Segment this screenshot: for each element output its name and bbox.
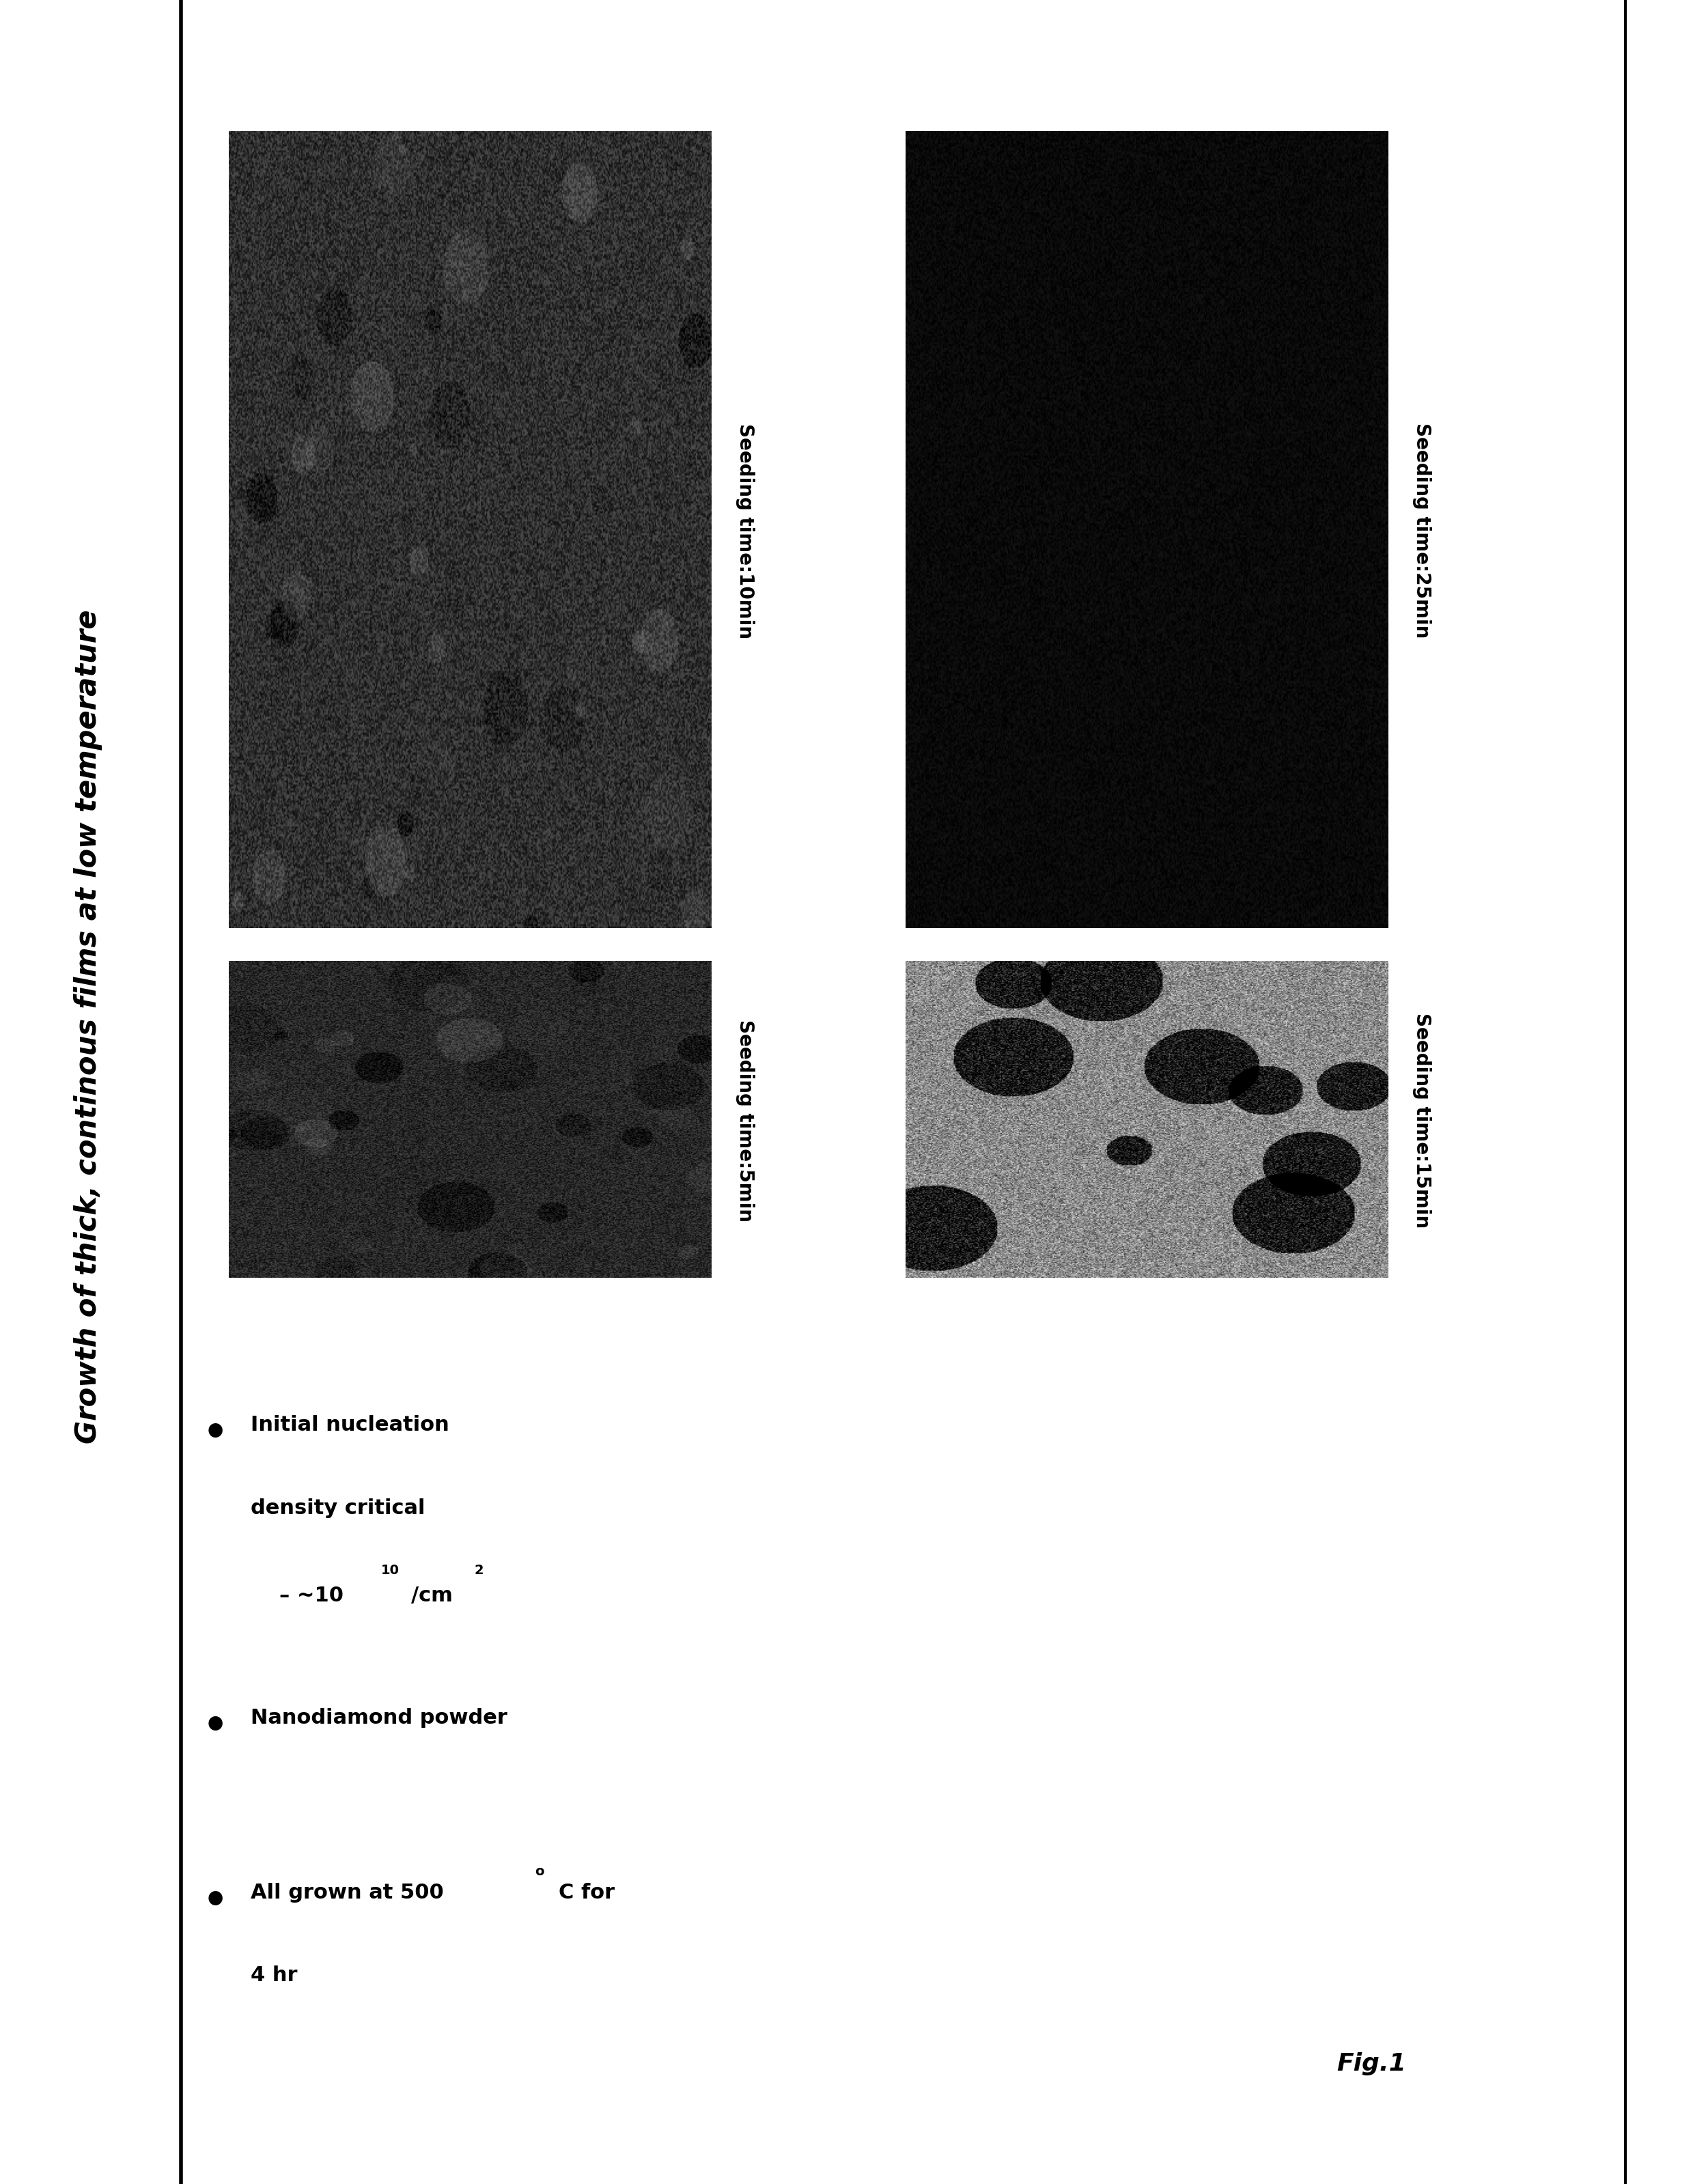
Text: 4 hr: 4 hr	[251, 1966, 298, 1985]
Text: Seeding time:10min: Seeding time:10min	[735, 424, 755, 638]
Text: •: •	[201, 1708, 229, 1747]
Text: /cm: /cm	[411, 1586, 454, 1605]
Text: Seeding time:5min: Seeding time:5min	[735, 1020, 755, 1221]
Text: 10: 10	[381, 1564, 400, 1577]
Text: Growth of thick, continous films at low temperature: Growth of thick, continous films at low …	[74, 609, 102, 1444]
Text: Initial nucleation: Initial nucleation	[251, 1415, 449, 1435]
Text: Seeding time:25min: Seeding time:25min	[1412, 424, 1432, 638]
Text: •: •	[201, 1883, 229, 1922]
Text: Fig.1: Fig.1	[1336, 2053, 1407, 2075]
Text: 2: 2	[474, 1564, 483, 1577]
Text: – ~10: – ~10	[279, 1586, 344, 1605]
Text: Seeding time:15min: Seeding time:15min	[1412, 1013, 1432, 1227]
Text: Nanodiamond powder: Nanodiamond powder	[251, 1708, 508, 1728]
Text: •: •	[201, 1415, 229, 1455]
Text: density critical: density critical	[251, 1498, 425, 1518]
Text: C for: C for	[559, 1883, 615, 1902]
Text: o: o	[535, 1865, 543, 1878]
Text: All grown at 500: All grown at 500	[251, 1883, 444, 1902]
